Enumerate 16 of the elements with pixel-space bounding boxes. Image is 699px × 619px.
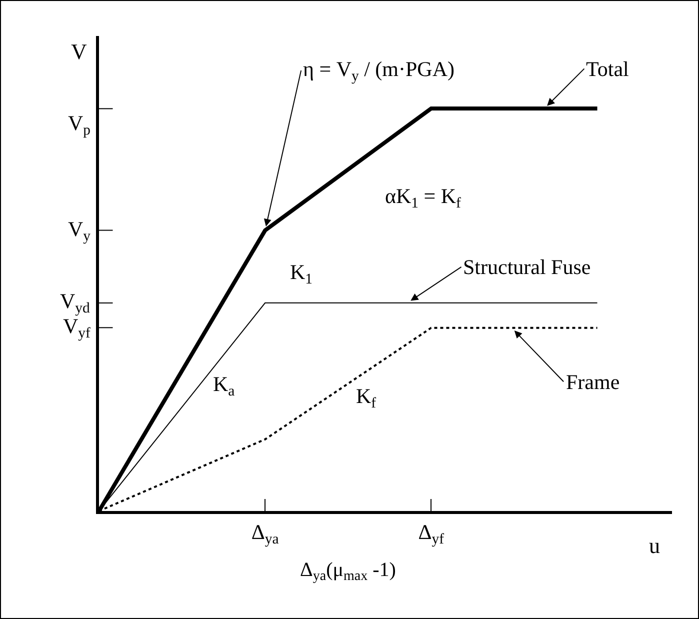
- text: V$_{yd}$: [60, 289, 91, 316]
- x-tick-label: Δ$_{ya}$: [251, 520, 280, 548]
- text: Total: [586, 57, 630, 81]
- y-axis-title: V: [71, 39, 87, 64]
- annotation: αK$_{1}$ = K$_{f}$: [385, 184, 462, 212]
- annotation: Frame: [566, 370, 620, 394]
- text: V$_{y}$: [68, 217, 92, 244]
- annotation: K$_{f}$: [356, 384, 376, 412]
- x-tick-label: Δ$_{yf}$: [418, 520, 444, 548]
- x-axis-title: u: [649, 533, 660, 558]
- annotation: η = V$_{y}$ / (m·PGA): [303, 57, 455, 84]
- annotation: Structural Fuse: [463, 255, 591, 279]
- text: Δ$_{ya}$(μ$_{max}$ -1): [300, 559, 396, 584]
- text: V$_{p}$: [68, 111, 91, 138]
- annotation: K$_{a}$: [213, 372, 236, 400]
- annotation: K$_{1}$: [290, 260, 313, 288]
